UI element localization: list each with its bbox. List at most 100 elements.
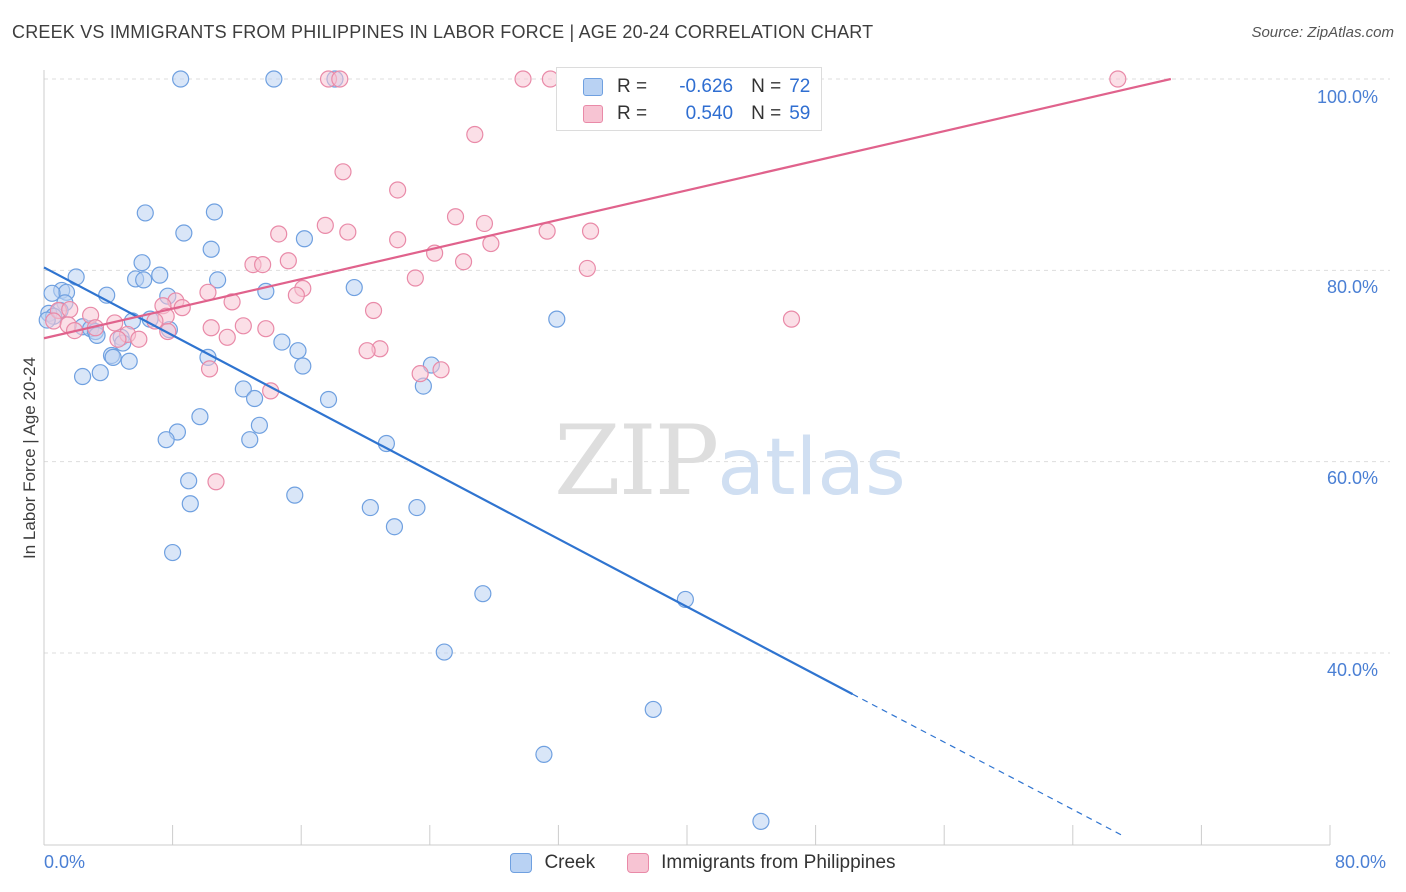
data-point[interactable] bbox=[104, 348, 122, 366]
stats-row-creek: R = -0.626 N = 72 bbox=[557, 74, 810, 100]
data-point[interactable] bbox=[432, 361, 450, 379]
data-point[interactable] bbox=[207, 473, 225, 491]
data-point[interactable] bbox=[254, 255, 272, 274]
data-point[interactable] bbox=[191, 408, 209, 426]
data-point[interactable] bbox=[45, 312, 63, 330]
data-point[interactable] bbox=[581, 222, 600, 240]
data-point[interactable] bbox=[133, 254, 151, 272]
y-tick-label-100: 100.0% bbox=[1317, 87, 1379, 107]
data-point[interactable] bbox=[157, 431, 175, 449]
data-point[interactable] bbox=[358, 342, 376, 360]
data-point[interactable] bbox=[475, 214, 494, 233]
data-point[interactable] bbox=[180, 472, 198, 490]
data-point[interactable] bbox=[406, 269, 424, 287]
data-point[interactable] bbox=[199, 283, 217, 301]
data-point[interactable] bbox=[466, 125, 484, 144]
creek-r-value: -0.626 bbox=[679, 76, 734, 97]
data-point[interactable] bbox=[578, 259, 596, 278]
legend-item-philippines[interactable]: Immigrants from Philippines bbox=[627, 852, 896, 874]
trend-line-creek-extrapolated bbox=[852, 693, 1122, 836]
data-point[interactable] bbox=[279, 252, 297, 270]
data-point[interactable] bbox=[135, 271, 153, 289]
data-point[interactable] bbox=[454, 253, 473, 271]
watermark: ZIPatlas bbox=[554, 405, 906, 517]
data-point[interactable] bbox=[752, 812, 770, 830]
data-point[interactable] bbox=[644, 700, 662, 719]
data-point[interactable] bbox=[175, 224, 193, 242]
data-point[interactable] bbox=[319, 390, 338, 409]
data-point[interactable] bbox=[61, 300, 79, 319]
x-tick-label-min: 0.0% bbox=[44, 852, 86, 872]
data-point[interactable] bbox=[408, 498, 426, 517]
legend-creek-label: Creek bbox=[544, 852, 596, 873]
data-point[interactable] bbox=[548, 310, 566, 328]
data-point[interactable] bbox=[389, 231, 407, 249]
data-point[interactable] bbox=[265, 70, 283, 88]
data-point[interactable] bbox=[200, 360, 219, 378]
legend: Creek Immigrants from Philippines bbox=[0, 852, 1406, 874]
data-point[interactable] bbox=[294, 357, 312, 375]
philippines-r-label: R = bbox=[617, 103, 648, 124]
data-point[interactable] bbox=[286, 486, 304, 504]
trend-lines bbox=[43, 77, 1172, 836]
data-point[interactable] bbox=[474, 585, 492, 603]
data-point[interactable] bbox=[164, 543, 182, 562]
data-point[interactable] bbox=[273, 333, 291, 351]
data-point[interactable] bbox=[202, 319, 220, 337]
y-tick-label-60: 60.0% bbox=[1327, 468, 1379, 488]
data-point[interactable] bbox=[73, 367, 92, 386]
data-point[interactable] bbox=[234, 380, 252, 398]
grid-lines bbox=[44, 78, 1390, 654]
trend-line-philippines bbox=[43, 77, 1172, 340]
legend-item-creek[interactable]: Creek bbox=[510, 852, 595, 874]
data-point[interactable] bbox=[446, 208, 465, 226]
y-axis-label: In Labor Force | Age 20-24 bbox=[20, 357, 39, 559]
data-point[interactable] bbox=[172, 70, 190, 88]
watermark-atlas: atlas bbox=[717, 423, 906, 513]
data-point[interactable] bbox=[538, 222, 556, 240]
data-point[interactable] bbox=[151, 266, 169, 284]
data-point[interactable] bbox=[245, 389, 264, 408]
data-point[interactable] bbox=[339, 223, 357, 241]
data-point[interactable] bbox=[109, 330, 127, 348]
data-point[interactable] bbox=[535, 745, 553, 764]
data-point[interactable] bbox=[331, 70, 349, 88]
creek-n-label: N = bbox=[751, 76, 782, 97]
data-point[interactable] bbox=[361, 498, 379, 517]
data-point[interactable] bbox=[205, 203, 223, 221]
data-point[interactable] bbox=[482, 234, 500, 253]
data-point[interactable] bbox=[257, 320, 275, 338]
data-point[interactable] bbox=[130, 330, 148, 348]
data-point[interactable] bbox=[234, 317, 252, 335]
data-point[interactable] bbox=[345, 278, 363, 297]
creek-n-value: 72 bbox=[789, 76, 811, 97]
data-point[interactable] bbox=[270, 225, 288, 243]
data-point[interactable] bbox=[435, 643, 453, 661]
creek-swatch-icon bbox=[583, 78, 603, 96]
data-point[interactable] bbox=[782, 310, 801, 328]
data-point[interactable] bbox=[295, 230, 314, 248]
data-point[interactable] bbox=[209, 271, 227, 289]
trend-line-creek bbox=[43, 266, 854, 696]
data-point[interactable] bbox=[241, 431, 259, 449]
data-point[interactable] bbox=[334, 163, 352, 181]
data-point[interactable] bbox=[91, 364, 109, 382]
data-point[interactable] bbox=[120, 352, 138, 370]
data-point[interactable] bbox=[202, 240, 220, 258]
data-point[interactable] bbox=[218, 328, 236, 346]
data-point[interactable] bbox=[136, 204, 154, 222]
data-point[interactable] bbox=[316, 216, 334, 234]
data-point[interactable] bbox=[289, 342, 307, 360]
data-point[interactable] bbox=[514, 70, 532, 88]
data-point[interactable] bbox=[250, 416, 269, 434]
data-point[interactable] bbox=[287, 286, 305, 304]
source-label: Source: ZipAtlas.com bbox=[1251, 24, 1394, 41]
data-point[interactable] bbox=[364, 301, 383, 320]
data-point[interactable] bbox=[43, 284, 61, 302]
data-point[interactable] bbox=[411, 365, 429, 383]
data-point[interactable] bbox=[389, 181, 407, 199]
data-point[interactable] bbox=[181, 495, 199, 513]
data-point[interactable] bbox=[1109, 70, 1127, 88]
data-point[interactable] bbox=[385, 518, 404, 536]
